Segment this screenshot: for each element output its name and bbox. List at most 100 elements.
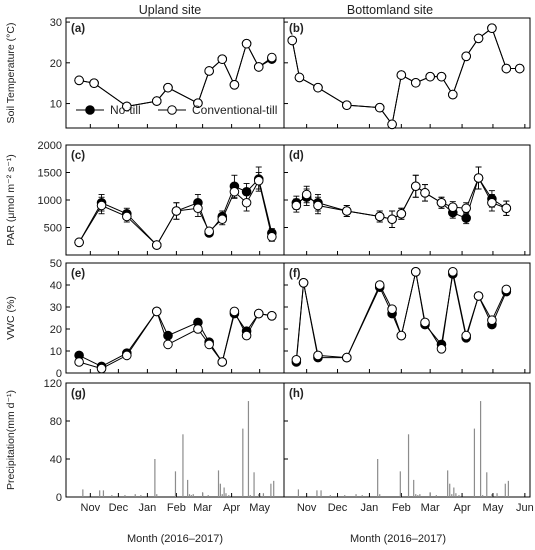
conventional-till-point <box>341 100 352 110</box>
conventional-till-point <box>298 278 309 288</box>
x-tick-label: Apr <box>454 502 471 514</box>
conventional-till-point <box>461 330 471 341</box>
conventional-till-point <box>514 63 525 74</box>
conventional-till-line <box>79 42 273 107</box>
precip-bar <box>455 493 457 497</box>
precip-bar <box>221 494 223 497</box>
conventional-till-point <box>501 284 512 295</box>
conventional-till-point <box>410 181 421 192</box>
precip-bar <box>253 472 255 497</box>
precip-bar <box>99 490 101 497</box>
conventional-till-point <box>374 102 385 113</box>
precip-bar <box>270 483 272 497</box>
y-tick-label: 30 <box>50 302 62 314</box>
conventional-till-point <box>217 357 228 367</box>
precip-bar <box>479 401 482 497</box>
conventional-till-point <box>193 98 203 108</box>
conventional-till-point <box>193 324 203 334</box>
precip-bar <box>188 494 191 497</box>
precip-bar <box>496 493 498 497</box>
conventional-till-point <box>501 63 512 74</box>
x-tick-label: Jan <box>139 502 157 514</box>
precip-bar <box>344 495 346 497</box>
precip-bar <box>192 494 194 497</box>
precip-bar <box>228 495 230 497</box>
conventional-till-point <box>122 211 132 222</box>
conventional-till-point <box>74 75 84 86</box>
precip-bar <box>491 494 493 497</box>
x-tick-label: May <box>249 502 270 514</box>
y-axis-label: Precipitation(mm d⁻¹) <box>5 390 17 490</box>
conventional-till-point <box>313 82 323 93</box>
conventional-till-point <box>313 350 323 361</box>
precip-bar <box>329 495 331 497</box>
conventional-till-line <box>78 309 272 370</box>
precip-bar <box>273 480 275 497</box>
conventional-till-point <box>448 267 458 277</box>
no-till-line <box>78 310 272 367</box>
conventional-till-line <box>291 27 520 126</box>
legend: No-till Conventional-till <box>76 103 277 117</box>
x-tick-label: Dec <box>328 502 348 514</box>
conventional-till-point <box>204 339 214 350</box>
legend-marker-no-till <box>85 105 95 115</box>
precip-bar <box>449 483 451 497</box>
y-axis-label: PAR (μmol m⁻² s⁻¹) <box>5 154 17 246</box>
conventional-till-point <box>229 80 240 90</box>
precip-bar <box>473 428 476 497</box>
precip-bar <box>451 494 453 497</box>
conventional-till-point <box>171 206 182 216</box>
column-title-upland: Upland site <box>139 3 202 17</box>
conventional-till-point <box>461 203 471 214</box>
conventional-till-point <box>241 330 252 341</box>
precip-bar <box>134 494 136 497</box>
conventional-till-point <box>253 308 264 319</box>
conventional-till-point <box>96 363 107 374</box>
precip-bar <box>174 471 177 497</box>
conventional-till-point <box>374 280 385 290</box>
panel-label: (a) <box>71 23 85 35</box>
conventional-till-point <box>487 23 497 33</box>
legend-marker-conventional-till <box>167 105 177 115</box>
conventional-till-point <box>291 200 302 211</box>
x-axis-label-upland: Month (2016–2017) <box>127 533 223 545</box>
conventional-till-point <box>294 72 305 83</box>
conventional-till-point <box>341 206 352 216</box>
precip-bar <box>102 490 105 497</box>
conventional-till-point <box>396 70 407 80</box>
precip-bar <box>219 483 221 497</box>
precip-bar <box>447 470 449 497</box>
conventional-till-point <box>420 188 430 198</box>
conventional-till-point <box>229 306 240 317</box>
conventional-till-point <box>122 350 132 361</box>
conventional-till-point <box>410 77 421 88</box>
conventional-till-point <box>267 311 277 321</box>
y-tick-label: 20 <box>50 58 62 70</box>
conventional-till-point <box>122 101 132 112</box>
y-tick-label: 2000 <box>38 140 62 152</box>
precip-bar <box>355 494 357 497</box>
precip-bar <box>316 490 318 497</box>
precip-bar <box>377 459 379 497</box>
x-tick-label: Feb <box>167 502 186 514</box>
y-tick-label: 1000 <box>38 195 62 207</box>
conventional-till-point <box>396 208 407 219</box>
conventional-till-point <box>501 203 512 214</box>
conventional-till-point <box>217 54 228 64</box>
precip-bar <box>419 494 421 497</box>
y-tick-label: 500 <box>44 223 62 235</box>
precip-bar <box>182 434 184 497</box>
conventional-till-point <box>374 211 385 222</box>
precip-bar <box>297 489 300 497</box>
precip-bar <box>413 479 415 497</box>
conventional-till-point <box>396 330 407 341</box>
conventional-till-point <box>473 173 484 183</box>
precip-bar <box>486 472 488 497</box>
conventional-till-point <box>151 240 162 250</box>
precip-bar <box>249 495 251 497</box>
conventional-till-point <box>313 200 323 211</box>
y-axis-label: VWC (%) <box>5 296 17 340</box>
precip-bar <box>111 495 113 497</box>
precip-bar <box>154 459 156 497</box>
